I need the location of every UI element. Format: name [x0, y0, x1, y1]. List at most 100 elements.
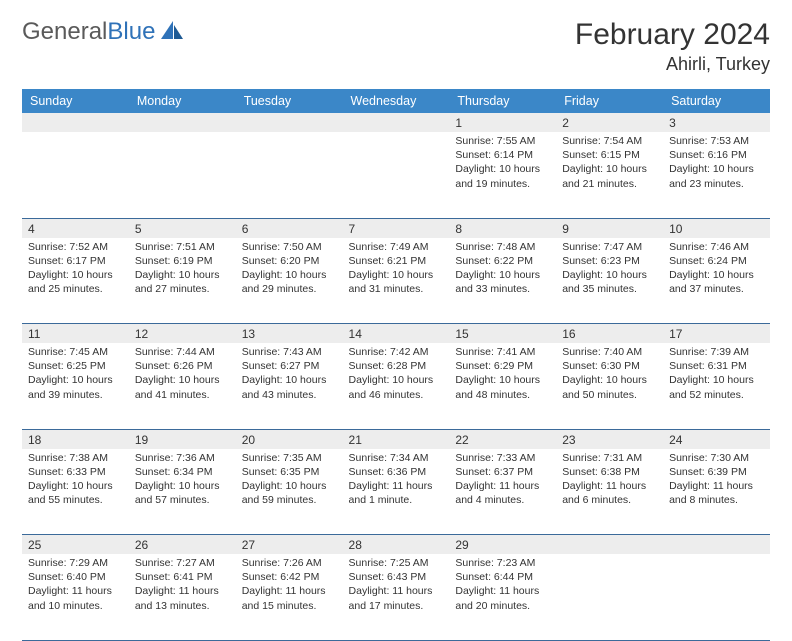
sunset-line: Sunset: 6:27 PM — [242, 359, 337, 373]
daylight-line: Daylight: 10 hours and 59 minutes. — [242, 479, 337, 507]
day-number-cell: 12 — [129, 324, 236, 344]
daylight-line: Daylight: 10 hours and 33 minutes. — [455, 268, 550, 296]
day-number-cell: 28 — [343, 535, 450, 555]
sunset-line: Sunset: 6:19 PM — [135, 254, 230, 268]
sunrise-line: Sunrise: 7:52 AM — [28, 240, 123, 254]
sunrise-line: Sunrise: 7:53 AM — [669, 134, 764, 148]
day-number-row: 18192021222324 — [22, 429, 770, 449]
daylight-line: Daylight: 10 hours and 39 minutes. — [28, 373, 123, 401]
sunset-line: Sunset: 6:28 PM — [349, 359, 444, 373]
day-details: Sunrise: 7:44 AMSunset: 6:26 PMDaylight:… — [129, 343, 236, 406]
sunrise-line: Sunrise: 7:48 AM — [455, 240, 550, 254]
day-number: 4 — [22, 219, 129, 238]
calendar-table: SundayMondayTuesdayWednesdayThursdayFrid… — [22, 89, 770, 641]
daylight-line: Daylight: 11 hours and 4 minutes. — [455, 479, 550, 507]
sunrise-line: Sunrise: 7:43 AM — [242, 345, 337, 359]
day-details: Sunrise: 7:27 AMSunset: 6:41 PMDaylight:… — [129, 554, 236, 617]
sunrise-line: Sunrise: 7:55 AM — [455, 134, 550, 148]
day-data-cell: Sunrise: 7:30 AMSunset: 6:39 PMDaylight:… — [663, 449, 770, 535]
daylight-line: Daylight: 10 hours and 27 minutes. — [135, 268, 230, 296]
day-details: Sunrise: 7:43 AMSunset: 6:27 PMDaylight:… — [236, 343, 343, 406]
day-data-cell: Sunrise: 7:49 AMSunset: 6:21 PMDaylight:… — [343, 238, 450, 324]
weekday-header: Thursday — [449, 89, 556, 113]
day-number: 13 — [236, 324, 343, 343]
daylight-line: Daylight: 10 hours and 25 minutes. — [28, 268, 123, 296]
day-details: Sunrise: 7:38 AMSunset: 6:33 PMDaylight:… — [22, 449, 129, 512]
day-details: Sunrise: 7:39 AMSunset: 6:31 PMDaylight:… — [663, 343, 770, 406]
day-number-row: 11121314151617 — [22, 324, 770, 344]
daylight-line: Daylight: 10 hours and 29 minutes. — [242, 268, 337, 296]
daylight-line: Daylight: 11 hours and 17 minutes. — [349, 584, 444, 612]
sunrise-line: Sunrise: 7:31 AM — [562, 451, 657, 465]
day-data-cell — [343, 132, 450, 218]
daylight-line: Daylight: 11 hours and 6 minutes. — [562, 479, 657, 507]
day-details: Sunrise: 7:51 AMSunset: 6:19 PMDaylight:… — [129, 238, 236, 301]
day-number-row: 123 — [22, 113, 770, 132]
weekday-header: Tuesday — [236, 89, 343, 113]
day-details: Sunrise: 7:29 AMSunset: 6:40 PMDaylight:… — [22, 554, 129, 617]
weekday-header: Sunday — [22, 89, 129, 113]
day-number-cell: 8 — [449, 218, 556, 238]
day-number-cell: 17 — [663, 324, 770, 344]
day-data-cell — [556, 554, 663, 640]
day-data-cell: Sunrise: 7:54 AMSunset: 6:15 PMDaylight:… — [556, 132, 663, 218]
sunset-line: Sunset: 6:42 PM — [242, 570, 337, 584]
day-number: 18 — [22, 430, 129, 449]
day-number-cell: 7 — [343, 218, 450, 238]
day-number: 15 — [449, 324, 556, 343]
sunset-line: Sunset: 6:22 PM — [455, 254, 550, 268]
day-details: Sunrise: 7:53 AMSunset: 6:16 PMDaylight:… — [663, 132, 770, 195]
day-number: 20 — [236, 430, 343, 449]
day-number: 23 — [556, 430, 663, 449]
day-details: Sunrise: 7:42 AMSunset: 6:28 PMDaylight:… — [343, 343, 450, 406]
day-number-cell — [663, 535, 770, 555]
day-data-cell — [236, 132, 343, 218]
day-details: Sunrise: 7:45 AMSunset: 6:25 PMDaylight:… — [22, 343, 129, 406]
daylight-line: Daylight: 11 hours and 10 minutes. — [28, 584, 123, 612]
day-data-row: Sunrise: 7:55 AMSunset: 6:14 PMDaylight:… — [22, 132, 770, 218]
sunrise-line: Sunrise: 7:42 AM — [349, 345, 444, 359]
daylight-line: Daylight: 10 hours and 19 minutes. — [455, 162, 550, 190]
day-number: 11 — [22, 324, 129, 343]
sunset-line: Sunset: 6:40 PM — [28, 570, 123, 584]
header: GeneralBlue February 2024 Ahirli, Turkey — [22, 18, 770, 75]
daylight-line: Daylight: 10 hours and 43 minutes. — [242, 373, 337, 401]
sunrise-line: Sunrise: 7:30 AM — [669, 451, 764, 465]
day-data-cell: Sunrise: 7:25 AMSunset: 6:43 PMDaylight:… — [343, 554, 450, 640]
day-details: Sunrise: 7:31 AMSunset: 6:38 PMDaylight:… — [556, 449, 663, 512]
sunrise-line: Sunrise: 7:50 AM — [242, 240, 337, 254]
daylight-line: Daylight: 11 hours and 1 minute. — [349, 479, 444, 507]
daylight-line: Daylight: 10 hours and 57 minutes. — [135, 479, 230, 507]
weekday-header: Saturday — [663, 89, 770, 113]
day-details: Sunrise: 7:26 AMSunset: 6:42 PMDaylight:… — [236, 554, 343, 617]
day-number: 2 — [556, 113, 663, 132]
day-data-cell: Sunrise: 7:23 AMSunset: 6:44 PMDaylight:… — [449, 554, 556, 640]
sunrise-line: Sunrise: 7:26 AM — [242, 556, 337, 570]
day-data-cell: Sunrise: 7:41 AMSunset: 6:29 PMDaylight:… — [449, 343, 556, 429]
sunset-line: Sunset: 6:34 PM — [135, 465, 230, 479]
daylight-line: Daylight: 10 hours and 50 minutes. — [562, 373, 657, 401]
day-details: Sunrise: 7:46 AMSunset: 6:24 PMDaylight:… — [663, 238, 770, 301]
day-number-row: 2526272829 — [22, 535, 770, 555]
sunset-line: Sunset: 6:15 PM — [562, 148, 657, 162]
day-number: 5 — [129, 219, 236, 238]
day-details: Sunrise: 7:55 AMSunset: 6:14 PMDaylight:… — [449, 132, 556, 195]
day-number-cell: 6 — [236, 218, 343, 238]
day-details: Sunrise: 7:33 AMSunset: 6:37 PMDaylight:… — [449, 449, 556, 512]
sunset-line: Sunset: 6:14 PM — [455, 148, 550, 162]
weekday-header: Monday — [129, 89, 236, 113]
day-data-cell: Sunrise: 7:33 AMSunset: 6:37 PMDaylight:… — [449, 449, 556, 535]
day-number-cell: 16 — [556, 324, 663, 344]
day-data-cell — [129, 132, 236, 218]
day-data-cell: Sunrise: 7:42 AMSunset: 6:28 PMDaylight:… — [343, 343, 450, 429]
sunset-line: Sunset: 6:24 PM — [669, 254, 764, 268]
day-details: Sunrise: 7:52 AMSunset: 6:17 PMDaylight:… — [22, 238, 129, 301]
day-data-cell: Sunrise: 7:40 AMSunset: 6:30 PMDaylight:… — [556, 343, 663, 429]
day-number-cell: 18 — [22, 429, 129, 449]
sunset-line: Sunset: 6:33 PM — [28, 465, 123, 479]
day-data-row: Sunrise: 7:29 AMSunset: 6:40 PMDaylight:… — [22, 554, 770, 640]
empty-cell — [22, 113, 129, 131]
sunrise-line: Sunrise: 7:45 AM — [28, 345, 123, 359]
daylight-line: Daylight: 11 hours and 15 minutes. — [242, 584, 337, 612]
day-number: 25 — [22, 535, 129, 554]
